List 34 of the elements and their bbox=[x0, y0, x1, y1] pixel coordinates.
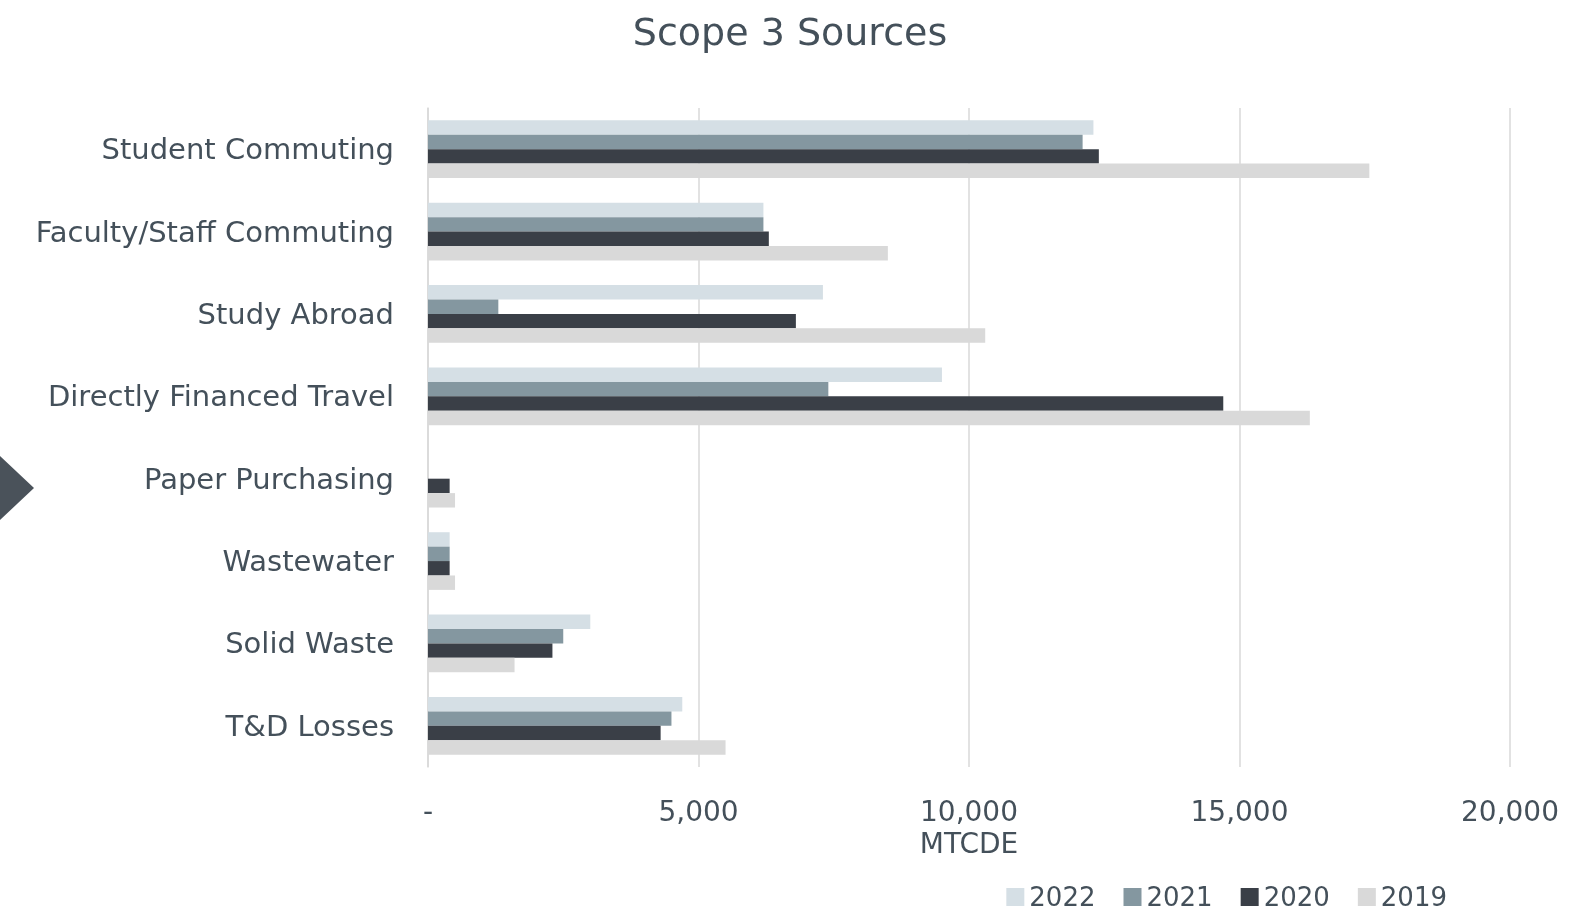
y-tick-label: Wastewater bbox=[222, 544, 395, 579]
bar bbox=[428, 478, 450, 494]
x-tick-label: 5,000 bbox=[658, 794, 739, 828]
bar bbox=[428, 231, 769, 246]
x-tick-label: 10,000 bbox=[920, 794, 1018, 828]
y-tick-label: Solid Waste bbox=[225, 626, 394, 661]
y-tick-label: T&D Losses bbox=[224, 708, 394, 743]
y-tick-label: Paper Purchasing bbox=[143, 461, 394, 496]
bar bbox=[428, 561, 450, 576]
bar bbox=[428, 629, 564, 644]
y-tick-label: Faculty/Staff Commuting bbox=[35, 214, 394, 249]
legend-label: 2020 bbox=[1263, 882, 1330, 912]
legend-label: 2022 bbox=[1029, 882, 1096, 912]
y-tick-label: Directly Financed Travel bbox=[47, 379, 394, 414]
bar bbox=[428, 217, 764, 232]
bar bbox=[428, 134, 1083, 150]
bar bbox=[428, 299, 499, 314]
x-axis-title: MTCDE bbox=[919, 827, 1019, 861]
x-tick-label: - bbox=[422, 794, 434, 828]
x-tick-label: 15,000 bbox=[1190, 794, 1289, 828]
legend-label: 2019 bbox=[1380, 882, 1447, 912]
bar bbox=[428, 546, 450, 562]
bar bbox=[428, 149, 1099, 164]
bar bbox=[428, 643, 553, 658]
bar bbox=[428, 396, 1224, 411]
x-tick-label: 20,000 bbox=[1461, 794, 1559, 828]
bar bbox=[428, 313, 796, 329]
y-tick-label: Student Commuting bbox=[101, 132, 394, 167]
legend-label: 2021 bbox=[1146, 882, 1213, 912]
y-tick-label: Study Abroad bbox=[197, 296, 394, 331]
chart-title: Scope 3 Sources bbox=[632, 10, 948, 54]
bar bbox=[428, 381, 829, 397]
bar bbox=[428, 711, 672, 726]
bar bbox=[428, 725, 661, 741]
